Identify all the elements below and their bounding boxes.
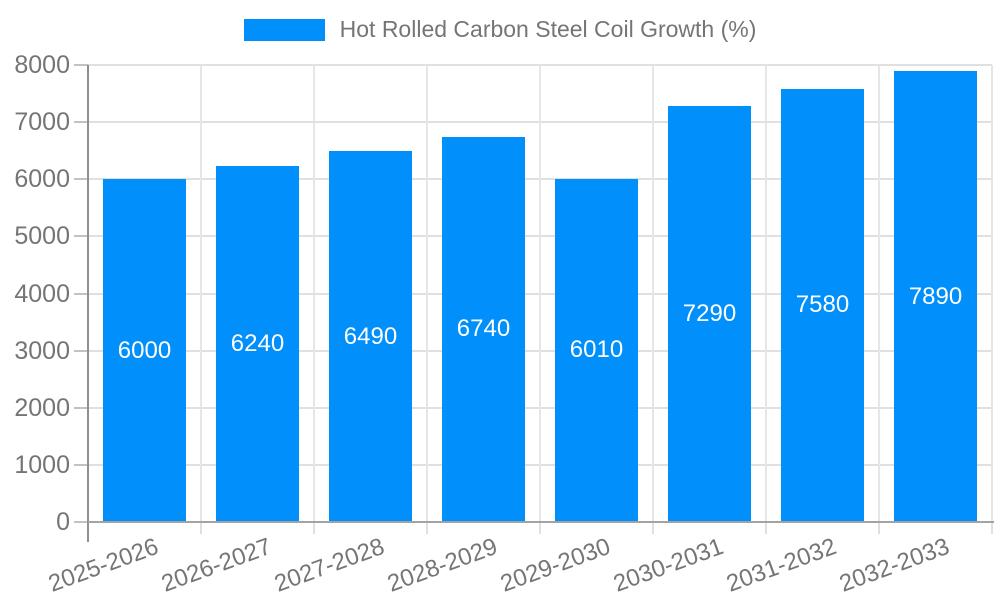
x-tick-label: 2027-2028 [270, 533, 388, 598]
x-tick-label: 2029-2030 [496, 533, 614, 598]
bar-value-label: 6010 [569, 336, 624, 364]
y-tick-label: 0 [56, 508, 70, 536]
x-tick-label: 2030-2031 [609, 533, 727, 598]
x-axis-tick [313, 522, 315, 534]
bar-2032-2033[interactable] [894, 71, 977, 521]
x-axis-tick [200, 522, 202, 534]
y-axis-tick [74, 178, 88, 181]
y-tick-label: 7000 [14, 108, 70, 137]
x-tick-label: 2025-2026 [44, 533, 162, 598]
gridline-vertical [652, 65, 654, 522]
x-axis-tick [878, 522, 880, 534]
bar-value-label: 7580 [795, 291, 850, 319]
x-axis-tick [426, 522, 428, 534]
bar-2026-2027[interactable] [216, 165, 299, 521]
x-axis-line [88, 521, 994, 523]
legend-label: Hot Rolled Carbon Steel Coil Growth (%) [339, 16, 757, 42]
y-axis-tick [74, 235, 88, 238]
x-tick-label: 2028-2029 [383, 533, 501, 598]
y-axis-tick [74, 121, 88, 124]
y-axis-tick [74, 64, 88, 66]
bar-value-label: 7890 [908, 282, 963, 310]
bar-value-label: 6490 [343, 322, 398, 350]
gridline-vertical [200, 65, 202, 522]
bar-2027-2028[interactable] [329, 151, 412, 521]
bar-value-label: 6000 [117, 336, 172, 364]
x-axis-tick [991, 522, 993, 534]
y-axis-tick [74, 463, 88, 466]
gridline-vertical [313, 65, 315, 522]
chart-legend[interactable]: Hot Rolled Carbon Steel Coil Growth (%) [0, 16, 1000, 43]
y-axis-tick [74, 349, 88, 352]
y-tick-label: 3000 [14, 336, 70, 365]
gridline-vertical [765, 65, 767, 522]
x-axis-tick [539, 522, 541, 534]
y-tick-label: 1000 [14, 450, 70, 479]
bar-2028-2029[interactable] [442, 136, 525, 521]
x-tick-label: 2032-2033 [835, 533, 953, 598]
gridline-vertical [878, 65, 880, 522]
gridline-vertical [991, 65, 993, 522]
legend-swatch[interactable] [243, 18, 325, 41]
bar-value-label: 6240 [230, 329, 285, 357]
gridline-vertical [539, 65, 541, 522]
y-tick-label: 8000 [14, 51, 70, 79]
x-axis-tick [652, 522, 654, 534]
bar-2025-2026[interactable] [103, 179, 186, 521]
bar-value-label: 7290 [682, 299, 737, 327]
y-tick-label: 4000 [14, 279, 70, 308]
bar-2029-2030[interactable] [555, 178, 638, 521]
bar-2031-2032[interactable] [781, 88, 864, 521]
y-axis-tick [74, 292, 88, 295]
y-axis-line [87, 65, 89, 542]
y-tick-label: 6000 [14, 165, 70, 194]
bar-2030-2031[interactable] [668, 105, 751, 521]
y-axis-tick [74, 521, 88, 523]
y-axis-tick [74, 406, 88, 409]
y-tick-label: 2000 [14, 393, 70, 422]
x-axis-tick [765, 522, 767, 534]
x-tick-label: 2031-2032 [722, 533, 840, 598]
y-tick-label: 5000 [14, 222, 70, 251]
gridline-vertical [426, 65, 428, 522]
x-tick-label: 2026-2027 [157, 533, 275, 598]
bar-value-label: 6740 [456, 315, 511, 343]
